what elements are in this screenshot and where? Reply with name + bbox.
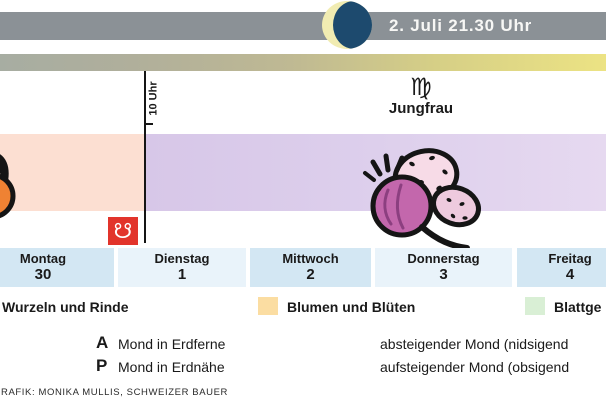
zodiac-header: ♍ Jungfrau bbox=[340, 74, 502, 117]
day-cell-montag: Montag 30 bbox=[0, 248, 114, 287]
legend-label-blumen: Blumen und Blüten bbox=[287, 299, 416, 315]
carrot-illustration bbox=[0, 154, 16, 219]
moon-phase-icon bbox=[322, 1, 372, 49]
graphic-credit: GRAFIK: MONIKA MULLIS, SCHWEIZER BAUER bbox=[0, 387, 229, 398]
day-cell-dienstag: Dienstag 1 bbox=[118, 248, 246, 287]
ascending-moon-text: aufsteigender Mond (obsigend bbox=[380, 359, 570, 375]
descending-node-icon: ☋ bbox=[113, 218, 133, 243]
time-marker-tick bbox=[146, 123, 153, 125]
day-name: Mittwoch bbox=[282, 251, 339, 266]
time-marker-line bbox=[144, 71, 146, 243]
day-cell-donnerstag: Donnerstag 3 bbox=[375, 248, 512, 287]
beet-potatoes-illustration bbox=[363, 148, 481, 251]
zodiac-name: Jungfrau bbox=[388, 100, 454, 117]
band-roots-pink bbox=[0, 134, 144, 211]
descending-node-marker: ☋ bbox=[108, 217, 138, 245]
descending-moon-text: absteigender Mond (nidsigend bbox=[380, 336, 569, 352]
perigee-text: Mond in Erdnähe bbox=[118, 359, 225, 375]
gradient-strip bbox=[0, 54, 606, 71]
day-name: Donnerstag bbox=[407, 251, 480, 266]
apogee-text: Mond in Erdferne bbox=[118, 336, 226, 352]
legend-swatch-blattgemuese bbox=[525, 297, 545, 315]
date-banner bbox=[0, 12, 606, 40]
day-date: 4 bbox=[565, 266, 575, 283]
day-name: Freitag bbox=[548, 251, 592, 266]
day-cell-freitag: Freitag 4 bbox=[517, 248, 606, 287]
legend-label-wurzeln: Wurzeln und Rinde bbox=[2, 299, 129, 315]
legend-swatch-blumen bbox=[258, 297, 278, 315]
day-date: 2 bbox=[306, 266, 315, 283]
apogee-letter: A bbox=[96, 333, 109, 352]
day-date: 1 bbox=[177, 266, 187, 283]
virgo-icon: ♍ bbox=[410, 73, 432, 101]
day-name: Montag bbox=[19, 251, 67, 266]
time-axis-label: 10 Uhr bbox=[147, 81, 160, 116]
day-name: Dienstag bbox=[154, 251, 210, 266]
day-cell-mittwoch: Mittwoch 2 bbox=[250, 248, 371, 287]
moon-shadow-disc bbox=[333, 1, 372, 49]
legend-label-blattgemuese: Blattge bbox=[554, 299, 602, 315]
day-date: 3 bbox=[439, 266, 448, 283]
day-date: 30 bbox=[34, 266, 52, 283]
banner-datetime-label: 2. Juli 21.30 Uhr bbox=[389, 16, 533, 35]
perigee-letter: P bbox=[96, 356, 108, 375]
